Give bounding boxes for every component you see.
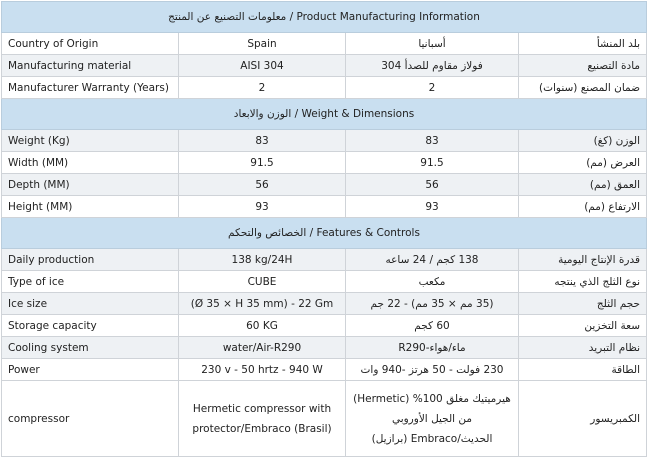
row-value-en: 93 — [178, 195, 346, 218]
row-value-ar: مكعب — [345, 270, 519, 293]
row-value-ar: 2 — [345, 76, 519, 99]
row-value-ar: 93 — [345, 195, 519, 218]
row-label-ar: سعة التخزين — [517, 314, 647, 337]
row-label-en: Manufacturer Warranty (Years) — [1, 76, 179, 99]
row-label-ar: العرض (مم) — [517, 151, 647, 174]
row-value-en: Spain — [178, 32, 346, 55]
table-row: Width (MM) 91.5 91.5 العرض (مم) — [1, 151, 647, 174]
row-label-en: Power — [1, 358, 179, 381]
row-value-en: 138 kg/24H — [178, 248, 346, 271]
row-label-en: Daily production — [1, 248, 179, 271]
row-value-en: 83 — [178, 129, 346, 152]
table-row: Power 230 v - 50 hrtz - 940 W 230 فولت -… — [1, 358, 647, 381]
table-row: Cooling system water/Air-R290 ماء/هواء-R… — [1, 336, 647, 359]
row-label-en: Weight (Kg) — [1, 129, 179, 152]
row-value-ar: 60 كجم — [345, 314, 519, 337]
row-value-en: 56 — [178, 173, 346, 196]
row-value-en: 60 KG — [178, 314, 346, 337]
row-label-en: Manufacturing material — [1, 54, 179, 77]
row-label-ar: العمق (مم) — [517, 173, 647, 196]
table-row: compressor Hermetic compressor with prot… — [1, 380, 647, 457]
row-value-en: CUBE — [178, 270, 346, 293]
spec-table: معلومات التصنيع عن المنتج / Product Manu… — [0, 1, 647, 457]
row-label-ar: قدرة الإنتاج اليومية — [517, 248, 647, 271]
table-row: Storage capacity 60 KG 60 كجم سعة التخزي… — [1, 314, 647, 337]
row-value-ar: 56 — [345, 173, 519, 196]
section-header-features-controls: الخصائص والتحكم / Features & Controls — [0, 217, 647, 249]
table-row: Weight (Kg) 83 83 الوزن (كغ) — [1, 129, 647, 152]
table-row: Ice size (Ø 35 × H 35 mm) - 22 Gm (35 مم… — [1, 292, 647, 315]
table-row: Manufacturer Warranty (Years) 2 2 ضمان ا… — [1, 76, 647, 99]
row-label-en: compressor — [1, 380, 179, 457]
row-value-ar: 138 كجم / 24 ساعه — [345, 248, 519, 271]
row-label-ar: نوع الثلج الذي ينتجه — [517, 270, 647, 293]
row-label-ar: ضمان المصنع (سنوات) — [517, 76, 647, 99]
row-value-ar: ماء/هواء-R290 — [345, 336, 519, 359]
row-value-en: 91.5 — [178, 151, 346, 174]
section-header-weight-dimensions: الوزن والابعاد / Weight & Dimensions — [0, 98, 647, 130]
row-value-en: AISI 304 — [178, 54, 346, 77]
row-value-ar: 83 — [345, 129, 519, 152]
section-title: الوزن والابعاد / Weight & Dimensions — [0, 98, 647, 130]
table-row: Daily production 138 kg/24H 138 كجم / 24… — [1, 248, 647, 271]
table-row: Depth (MM) 56 56 العمق (مم) — [1, 173, 647, 196]
table-row: Type of ice CUBE مكعب نوع الثلج الذي ينت… — [1, 270, 647, 293]
row-label-ar: بلد المنشأ — [517, 32, 647, 55]
row-value-ar: فولاز مقاوم للصدأ 304 — [345, 54, 519, 77]
row-value-ar: هيرميتيك مغلق 100% (Hermetic) من الجيل ا… — [345, 380, 519, 457]
row-value-en: 230 v - 50 hrtz - 940 W — [178, 358, 346, 381]
row-label-en: Height (MM) — [1, 195, 179, 218]
row-label-ar: الطاقة — [517, 358, 647, 381]
row-label-ar: نظام التبريد — [517, 336, 647, 359]
row-label-en: Country of Origin — [1, 32, 179, 55]
row-label-en: Ice size — [1, 292, 179, 315]
row-label-en: Depth (MM) — [1, 173, 179, 196]
row-label-en: Storage capacity — [1, 314, 179, 337]
row-value-ar: 230 فولت - 50 هرتز -940 وات — [345, 358, 519, 381]
row-value-en: water/Air-R290 — [178, 336, 346, 359]
row-value-en: Hermetic compressor with protector/Embra… — [178, 380, 346, 457]
row-label-ar: مادة التصنيع — [517, 54, 647, 77]
row-label-ar: الوزن (كغ) — [517, 129, 647, 152]
section-header-manufacturing: معلومات التصنيع عن المنتج / Product Manu… — [0, 1, 647, 33]
row-label-ar: الكمبريسور — [517, 380, 647, 457]
row-value-en: 2 — [178, 76, 346, 99]
row-label-ar: الارتفاع (مم) — [517, 195, 647, 218]
row-value-ar: (35 مم × 35 مم) - 22 جم — [345, 292, 519, 315]
table-row: Manufacturing material AISI 304 فولاز مق… — [1, 54, 647, 77]
row-label-en: Width (MM) — [1, 151, 179, 174]
row-value-ar: أسبانيا — [345, 32, 519, 55]
table-row: Height (MM) 93 93 الارتفاع (مم) — [1, 195, 647, 218]
table-row: Country of Origin Spain أسبانيا بلد المن… — [1, 32, 647, 55]
row-label-ar: حجم الثلج — [517, 292, 647, 315]
row-label-en: Type of ice — [1, 270, 179, 293]
section-title: الخصائص والتحكم / Features & Controls — [0, 217, 647, 249]
row-value-en: (Ø 35 × H 35 mm) - 22 Gm — [178, 292, 346, 315]
row-label-en: Cooling system — [1, 336, 179, 359]
section-title: معلومات التصنيع عن المنتج / Product Manu… — [0, 1, 647, 33]
row-value-ar: 91.5 — [345, 151, 519, 174]
